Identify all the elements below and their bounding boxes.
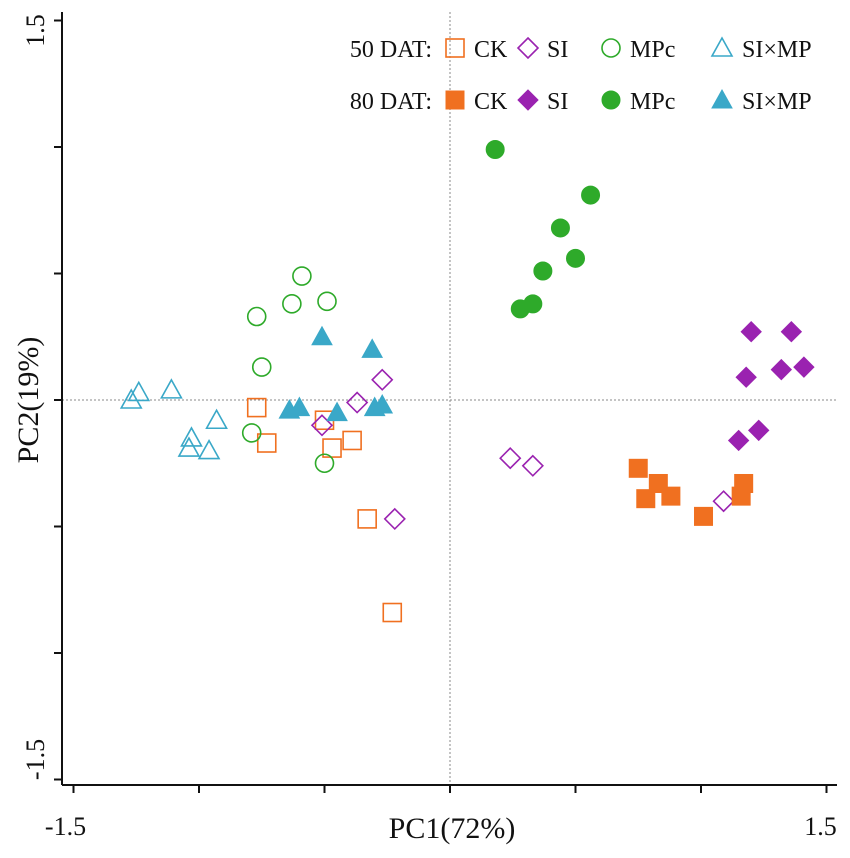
point-mpc-80dat — [566, 248, 585, 268]
y-tick-label: -1.5 — [21, 739, 50, 780]
point-sixmp-50dat — [119, 388, 143, 409]
legend-row-label: 80 DAT: — [350, 89, 432, 115]
point-ck-80dat — [661, 486, 681, 506]
point-si-80dat — [770, 358, 793, 381]
point-sixmp-50dat — [177, 436, 201, 457]
point-mpc-80dat — [485, 140, 505, 160]
point-ck-80dat — [734, 473, 754, 493]
x-tick-label: -1.5 — [45, 812, 86, 841]
point-si-80dat — [727, 429, 750, 452]
point-mpc-50dat — [292, 266, 312, 286]
point-si-80dat — [740, 320, 762, 343]
point-ck-80dat — [636, 489, 656, 509]
point-mpc-50dat — [317, 291, 337, 312]
legend-marker — [445, 38, 465, 58]
point-sixmp-50dat — [180, 426, 203, 447]
legend-marker — [601, 90, 621, 110]
point-mpc-50dat — [246, 306, 267, 327]
legend-entry-label: CK — [474, 37, 508, 63]
point-sixmp-80dat — [371, 394, 394, 414]
legend-entry-label: MPc — [630, 37, 675, 63]
point-sixmp-50dat — [160, 378, 183, 399]
y-tick-label: 1.5 — [21, 14, 50, 47]
legend-marker — [601, 38, 621, 58]
point-si-80dat — [748, 419, 770, 442]
legend-entry-label: SI — [547, 89, 568, 115]
point-mpc-50dat — [282, 294, 302, 314]
point-sixmp-80dat — [288, 396, 311, 417]
point-ck-50dat — [342, 430, 362, 451]
point-mpc-80dat — [523, 294, 543, 314]
x-tick-label: 1.5 — [804, 812, 837, 841]
point-sixmp-80dat — [311, 325, 333, 346]
point-ck-50dat — [256, 433, 277, 453]
legend-marker — [710, 36, 734, 57]
point-sixmp-50dat — [127, 380, 151, 402]
point-ck-80dat — [628, 458, 648, 478]
point-ck-50dat — [246, 397, 267, 418]
point-ck-80dat — [694, 506, 714, 526]
point-si-80dat — [735, 366, 757, 388]
point-mpc-80dat — [550, 218, 570, 238]
point-sixmp-80dat — [326, 401, 348, 422]
point-si-50dat — [371, 368, 394, 391]
legend-row-label: 50 DAT: — [350, 37, 432, 63]
legend-entry-label: CK — [474, 89, 508, 115]
point-si-50dat — [310, 414, 334, 437]
point-si-50dat — [345, 391, 369, 414]
point-mpc-80dat — [533, 261, 553, 281]
legend-marker — [517, 89, 539, 111]
legend-marker — [516, 36, 540, 60]
legend-entry-label: SI — [547, 37, 568, 63]
point-ck-50dat — [357, 509, 377, 529]
point-si-50dat — [383, 507, 406, 531]
point-sixmp-80dat — [361, 338, 384, 358]
point-si-50dat — [521, 454, 544, 477]
y-axis-label: PC2(19%) — [12, 337, 45, 464]
point-mpc-50dat — [314, 453, 335, 474]
legend-marker — [711, 88, 733, 109]
legend-entry-label: SI×MP — [742, 37, 812, 63]
point-mpc-50dat — [251, 357, 272, 377]
legend-entry-label: MPc — [630, 89, 675, 115]
point-sixmp-50dat — [205, 408, 228, 430]
x-axis-label: PC1(72%) — [389, 812, 516, 845]
point-si-50dat — [499, 447, 522, 470]
point-si-50dat — [712, 490, 735, 513]
point-mpc-80dat — [581, 185, 601, 205]
point-si-80dat — [793, 356, 815, 378]
point-mpc-50dat — [241, 423, 262, 443]
point-ck-50dat — [382, 602, 403, 623]
legend-entry-label: SI×MP — [742, 89, 812, 115]
point-sixmp-50dat — [197, 438, 221, 460]
legend-marker — [445, 90, 465, 110]
point-si-80dat — [780, 320, 803, 343]
